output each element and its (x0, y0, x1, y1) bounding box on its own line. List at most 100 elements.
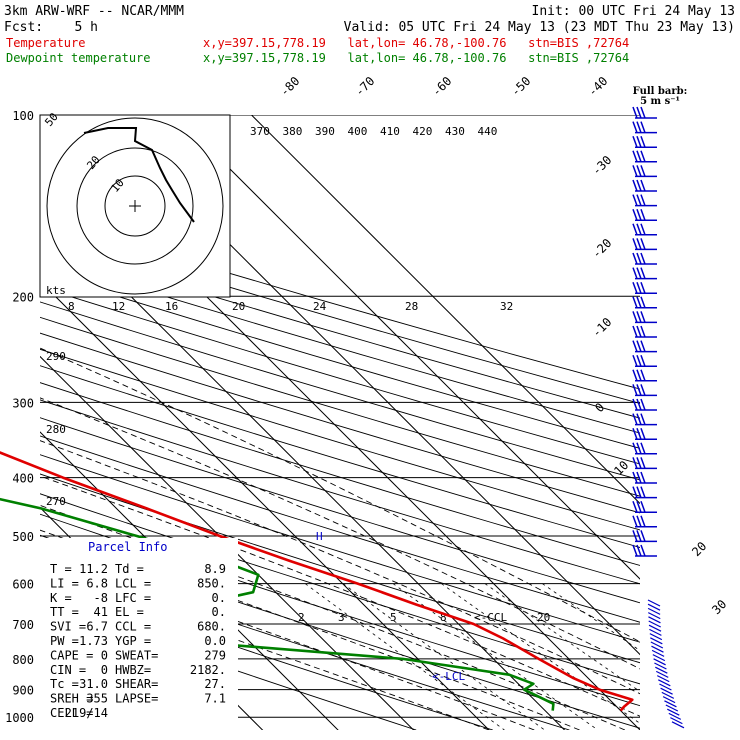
wind-barb-flag (632, 340, 638, 352)
mixing-ratio-label: 32 (500, 300, 513, 313)
mixing-ratio-label: 16 (165, 300, 178, 313)
wind-barb (647, 599, 661, 607)
isotherm-label: 30 (709, 597, 729, 617)
parcel-value: 1.73 (79, 634, 108, 648)
wind-barb-flag (636, 121, 642, 133)
barb-note-2: 5 m s⁻¹ (640, 96, 680, 107)
dewpoint-legend: Dewpoint temperature (6, 51, 151, 65)
mixing-ratio-label: 20 (537, 611, 550, 624)
wind-barb-flag (640, 106, 646, 119)
wind-barb-flag (632, 369, 638, 382)
wind-barb-flag (632, 296, 638, 309)
wind-barb-flag (632, 179, 638, 192)
isotherm-line (40, 204, 566, 730)
wind-barb-flag (632, 267, 638, 279)
isobar-label: 1000 (5, 711, 34, 725)
parcel-value: Td = (115, 562, 144, 576)
wind-barb-flag (632, 135, 638, 148)
wind-barb-flag (640, 530, 646, 542)
wind-barb-flag (632, 457, 638, 469)
wind-barb (647, 607, 661, 615)
wind-barb-flag (640, 384, 646, 396)
isotherm-label: -60 (429, 74, 454, 99)
mixing-ratio-label: 8 (440, 611, 447, 624)
wind-barb (648, 624, 662, 632)
wind-barb-flag (636, 296, 642, 309)
parcel-value: 0. (212, 591, 226, 605)
parcel-value: 31.0 (79, 677, 108, 691)
moist-adiabat (40, 504, 626, 730)
parcel-value: CELL = (50, 706, 93, 720)
wind-barb (656, 675, 670, 683)
isotherm-label: -70 (352, 74, 377, 99)
isotherm-line (40, 355, 415, 730)
isotherm-line (175, 115, 640, 580)
parcel-panel-bg (40, 538, 238, 730)
barb-note-1: Full barb: (633, 86, 688, 97)
wind-barb-flag (632, 471, 638, 484)
wind-barb-flag (632, 384, 638, 396)
wind-barb-flag (640, 471, 646, 484)
parcel-value: 0. (212, 605, 226, 619)
mixing-ratio-line (392, 583, 599, 730)
isobar-label: 400 (12, 472, 34, 486)
wind-barb-flag (640, 311, 646, 323)
parcel-value: SVI = (50, 620, 86, 634)
wind-barb-flag (636, 530, 642, 542)
dry-adiabat (40, 332, 640, 514)
parcel-value: 7.1 (204, 692, 226, 706)
wind-barb-flag (632, 223, 638, 236)
parcel-value: TT = (50, 605, 79, 619)
wind-barb-flag (640, 486, 646, 498)
wind-barb (655, 670, 669, 678)
theta-label: 400 (348, 125, 368, 138)
wind-barb-flag (632, 427, 638, 440)
wind-barb (647, 603, 661, 611)
dry-adiabat (40, 257, 640, 434)
wind-barb (649, 633, 663, 641)
isotherm-label: -20 (589, 236, 614, 261)
wind-barb-flag (632, 106, 638, 119)
wind-barb-flag (632, 398, 638, 411)
parcel-value: PW = (50, 634, 79, 648)
wind-barb-flag (640, 413, 646, 425)
theta-label: 380 (283, 125, 303, 138)
mixing-ratio-label: 12 (112, 300, 125, 313)
wind-barb-flag (632, 281, 638, 294)
dry-adiabat (40, 493, 640, 685)
wind-barb-flag (636, 427, 642, 440)
theta-label: 270 (46, 495, 66, 508)
wind-barb-flag (640, 267, 646, 279)
wind-barb-flag (640, 252, 646, 265)
wind-barb (667, 708, 680, 716)
wind-barb (655, 666, 668, 674)
wind-barb-flag (636, 340, 642, 352)
wind-barb-flag (640, 369, 646, 382)
theta-label: 410 (380, 125, 400, 138)
wind-barb-flag (640, 500, 646, 513)
wind-barb-flag (632, 238, 638, 250)
moist-adiabat (40, 347, 640, 643)
wind-barb-flag (636, 135, 642, 148)
wind-barb (650, 641, 664, 649)
dry-adiabat (40, 435, 640, 623)
wind-barb (664, 700, 677, 708)
temperature-line (0, 451, 634, 712)
parcel-value: YGP = (115, 634, 151, 648)
dry-adiabat (40, 348, 640, 531)
dry-adiabat (40, 417, 640, 604)
theta-label: 390 (315, 125, 335, 138)
wind-barb-flag (640, 281, 646, 294)
dry-adiabat (40, 316, 640, 497)
wind-barb (649, 628, 662, 636)
wind-barb-flag (632, 311, 638, 323)
parcel-value: 11.2 (79, 562, 108, 576)
parcel-value: 6.7 (86, 620, 108, 634)
dry-adiabat (40, 399, 640, 585)
wind-barb-flag (636, 500, 642, 513)
wind-barb-flag (636, 238, 642, 250)
parcel-value: T = (50, 562, 72, 576)
wind-barb-flag (640, 208, 646, 221)
